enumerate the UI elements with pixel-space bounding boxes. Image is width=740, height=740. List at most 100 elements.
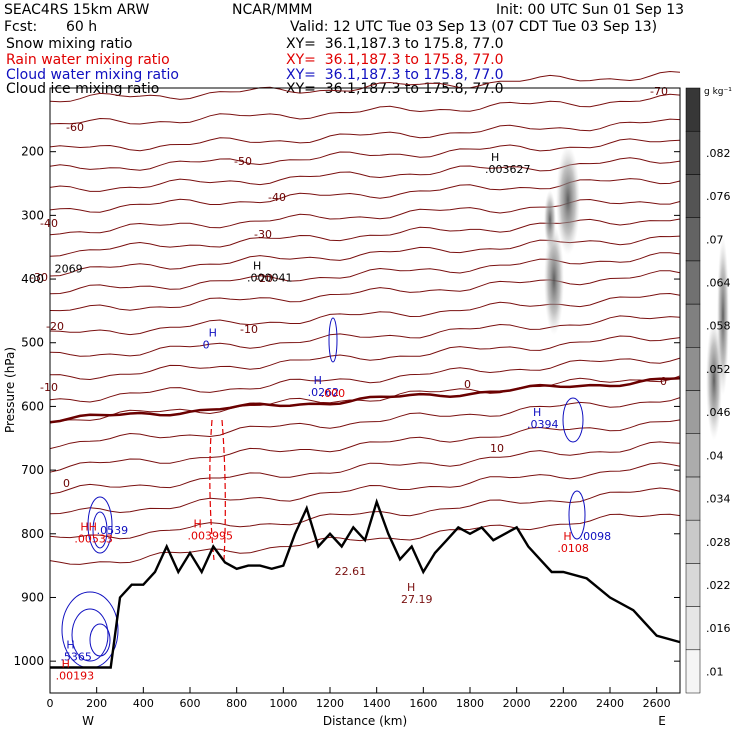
- isotherm-label: -10: [240, 323, 258, 336]
- field-xy-cloud-water: XY= 36.1,187.3 to 175.8, 77.0: [286, 67, 504, 83]
- x-tick-label: 2200: [549, 697, 577, 710]
- x-tick-label: 1800: [456, 697, 484, 710]
- field-name-cloud-ice: Cloud ice mixing ratio: [6, 81, 160, 97]
- west-label: W: [82, 714, 94, 728]
- x-axis-title: Distance (km): [323, 714, 407, 728]
- isotherm-line: [49, 462, 681, 515]
- colorbar-segment: [685, 87, 701, 132]
- colorbar-tick-label: .058: [706, 320, 731, 333]
- x-tick-label: 2000: [503, 697, 531, 710]
- org-label: NCAR/MMM: [232, 2, 313, 18]
- colorbar-tick-label: .016: [706, 622, 731, 635]
- colorbar-tick-label: .01: [706, 665, 724, 678]
- colorbar-tick-label: .082: [706, 147, 731, 160]
- isotherm-line: [49, 441, 681, 495]
- isotherm-line: [49, 375, 681, 424]
- shaded-plume: [544, 225, 564, 335]
- annotation-value: 0: [203, 338, 210, 351]
- isotherm-line: [49, 93, 681, 125]
- isotherm-label: -40: [40, 217, 58, 230]
- isotherm-line: [49, 218, 681, 257]
- colorbar-segment: [685, 303, 701, 348]
- isotherm-line: [49, 335, 681, 381]
- cloud-water-contour: [92, 511, 108, 549]
- isotherm-label: -10: [40, 381, 58, 394]
- fcst-value: 60 h: [66, 19, 98, 35]
- annotation-value: .003627: [485, 163, 531, 176]
- isotherm-layer: -70 -60 -50 -40 -40 -30 -30 -20 -20 -10 -10 0 0 0 10: [30, 70, 681, 565]
- model-title: SEAC4RS 15km ARW: [4, 2, 150, 18]
- x-tick-label: 1600: [409, 697, 437, 710]
- colorbar-tick-label: .076: [706, 190, 731, 203]
- shaded-plume: [556, 145, 580, 255]
- annotation-label: H: [314, 374, 322, 387]
- colorbar: .01 .016 .022 .028 .034 .04 .046 .052 .058 .064 .0…: [685, 87, 732, 694]
- x-tick-label: 2600: [643, 697, 671, 710]
- isotherm-line: [49, 70, 681, 103]
- shaded-plume: [706, 320, 722, 440]
- isotherm-line: [49, 292, 681, 336]
- x-tick-label: 1400: [363, 697, 391, 710]
- colorbar-tick-label: .052: [706, 363, 731, 376]
- colorbar-segment: [685, 260, 701, 305]
- annotation-value: .0394: [527, 418, 559, 431]
- x-tick-label: 400: [133, 697, 154, 710]
- colorbar-tick-label: .022: [706, 579, 731, 592]
- field-xy-rain: XY= 36.1,187.3 to 175.8, 77.0: [286, 52, 504, 68]
- isotherm-line: [49, 487, 681, 540]
- isotherm-line: [49, 178, 681, 213]
- annotation-label: .0539: [97, 524, 128, 537]
- y-tick-label: 1000: [13, 654, 44, 668]
- isotherm-line: [49, 315, 681, 357]
- isotherm-label: 10: [490, 442, 504, 455]
- cloud-water-contour: [568, 490, 586, 540]
- colorbar-segment: [685, 563, 701, 607]
- isotherm-label: -20: [255, 272, 273, 285]
- annotation-label: 2069: [55, 263, 83, 276]
- colorbar-segment: [685, 606, 701, 651]
- annotation-label: .000: [321, 387, 346, 400]
- annotation-value: .0262: [308, 386, 340, 399]
- cloud-water-contour: [89, 623, 111, 657]
- y-tick-label: 500: [21, 336, 44, 350]
- x-tick-label: 2400: [596, 697, 624, 710]
- colorbar-tick-label: .046: [706, 406, 731, 419]
- colorbar-segment: [685, 519, 701, 564]
- isotherm-line: [49, 138, 681, 171]
- annotation-label: H: [62, 658, 70, 671]
- y-tick-label: 400: [21, 272, 44, 286]
- y-tick-label: 800: [21, 527, 44, 541]
- annotation-value: .003995: [188, 529, 234, 542]
- colorbar-segment: [685, 174, 701, 218]
- isotherm-line: [49, 357, 681, 403]
- isotherm-label: -30: [254, 228, 272, 241]
- annotation-label: H: [563, 530, 571, 543]
- y-tick-label: 900: [21, 590, 44, 604]
- colorbar-segment: [685, 390, 701, 434]
- colorbar-segment: [685, 649, 701, 694]
- terrain-line: [50, 498, 681, 669]
- colorbar-segment: [685, 347, 701, 391]
- isotherm-line: [49, 118, 681, 152]
- y-tick-label: 300: [21, 208, 44, 222]
- isotherm-label: 0: [464, 378, 471, 391]
- east-label: E: [658, 714, 666, 728]
- isotherm-line: [49, 270, 681, 312]
- terrain-layer: [50, 498, 681, 669]
- x-tick-label: 1200: [316, 697, 344, 710]
- annotation-label: H: [407, 581, 415, 594]
- valid-time: Valid: 12 UTC Tue 03 Sep 13 (07 CDT Tue …: [290, 19, 658, 35]
- isotherm-line: [49, 252, 681, 295]
- field-xy-snow: XY= 36.1,187.3 to 175.8, 77.0: [286, 36, 504, 52]
- x-tick-label: 200: [86, 697, 107, 710]
- x-tick-label: 1000: [269, 697, 297, 710]
- colorbar-segment: [685, 476, 701, 521]
- annotation-label: H: [66, 638, 74, 651]
- freezing-level-line: [49, 376, 681, 424]
- annotation-label: HH: [80, 521, 97, 534]
- isotherm-label: 0: [660, 375, 667, 388]
- annotation-value: .5365: [60, 650, 91, 663]
- colorbar-tick-label: .064: [706, 276, 731, 289]
- isotherm-line: [49, 419, 681, 473]
